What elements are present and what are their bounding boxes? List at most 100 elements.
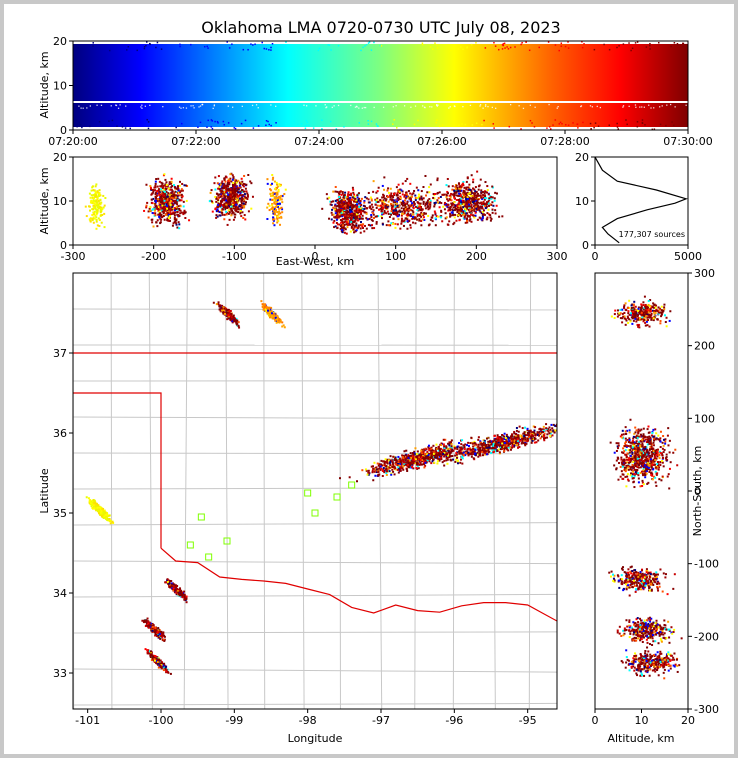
- source-point: [152, 225, 155, 228]
- source-point: [364, 196, 367, 199]
- source-point: [463, 194, 466, 197]
- source-point: [218, 186, 221, 189]
- source-point: [184, 599, 187, 602]
- source-point: [210, 119, 213, 121]
- source-point: [169, 194, 172, 197]
- source-point: [224, 311, 227, 314]
- source-point: [156, 628, 159, 631]
- source-point: [443, 193, 446, 196]
- source-point: [308, 124, 310, 127]
- source-point: [355, 222, 358, 225]
- source-point: [486, 212, 489, 215]
- source-point: [481, 123, 483, 126]
- source-point: [245, 190, 248, 193]
- source-point: [168, 219, 171, 222]
- source-point: [464, 200, 467, 203]
- source-point: [439, 195, 442, 198]
- source-point: [387, 224, 390, 227]
- source-gap-point: [628, 105, 630, 108]
- source-gap-point: [674, 106, 676, 108]
- source-point: [464, 210, 467, 213]
- source-gap-point: [462, 105, 464, 108]
- source-point: [268, 311, 271, 314]
- source-point: [345, 221, 348, 224]
- source-point: [219, 189, 222, 192]
- source-point: [355, 205, 358, 208]
- source-point: [197, 126, 199, 128]
- source-point: [560, 45, 563, 48]
- source-point: [561, 122, 563, 125]
- source-point: [413, 202, 416, 205]
- source-point: [180, 193, 183, 196]
- source-point: [225, 199, 228, 202]
- source-point: [312, 127, 315, 129]
- source-point: [329, 120, 332, 123]
- source-point: [350, 220, 353, 223]
- source-point: [494, 212, 497, 215]
- source-point: [229, 309, 232, 312]
- source-point: [282, 324, 285, 327]
- source-point: [417, 205, 420, 208]
- histogram-y-tick-label: 0: [582, 239, 589, 252]
- source-point: [390, 222, 393, 225]
- source-point: [426, 206, 429, 209]
- source-point: [437, 215, 440, 218]
- source-point: [414, 194, 417, 197]
- source-point: [148, 650, 151, 653]
- source-point: [466, 197, 469, 200]
- source-point: [229, 187, 232, 190]
- source-point: [531, 122, 533, 124]
- source-point: [233, 178, 236, 181]
- source-point: [343, 126, 345, 128]
- source-point: [176, 191, 179, 194]
- source-point: [423, 212, 426, 215]
- source-point: [455, 184, 458, 187]
- source-point: [273, 316, 276, 319]
- source-point: [451, 208, 454, 211]
- time-altitude-x-tick-label: 07:28:00: [540, 135, 589, 148]
- source-point: [93, 202, 96, 205]
- source-point: [270, 314, 273, 317]
- source-point: [344, 220, 347, 223]
- source-point: [162, 194, 165, 197]
- source-point: [173, 583, 176, 586]
- source-point: [493, 197, 496, 200]
- source-point: [155, 662, 158, 665]
- source-point: [95, 504, 98, 507]
- source-point: [351, 198, 354, 201]
- source-point: [155, 658, 158, 661]
- source-point: [225, 314, 228, 317]
- source-point: [392, 192, 395, 195]
- source-point: [236, 198, 239, 201]
- source-point: [157, 189, 160, 192]
- source-point: [159, 206, 162, 209]
- source-point: [214, 188, 217, 191]
- source-point: [329, 203, 332, 206]
- source-point: [363, 224, 366, 227]
- source-point: [275, 201, 278, 204]
- source-point: [252, 127, 255, 129]
- source-point: [428, 191, 431, 194]
- source-point: [219, 204, 222, 207]
- source-point: [167, 583, 170, 586]
- source-point: [232, 176, 235, 179]
- source-point: [348, 206, 351, 209]
- source-point: [342, 194, 345, 197]
- source-point: [397, 213, 400, 216]
- source-point: [453, 201, 456, 204]
- source-point: [270, 194, 273, 197]
- source-point: [246, 194, 249, 197]
- source-point: [419, 206, 422, 209]
- source-point: [88, 500, 91, 503]
- source-point: [144, 620, 147, 623]
- source-point: [185, 601, 188, 604]
- source-point: [676, 42, 679, 45]
- source-point: [228, 211, 231, 214]
- time-altitude-x-tick: 07:30:00: [663, 130, 713, 148]
- source-point: [229, 173, 232, 176]
- source-point: [147, 621, 150, 624]
- source-point: [372, 209, 375, 212]
- source-point: [226, 206, 229, 209]
- source-point: [365, 211, 368, 214]
- source-point: [449, 209, 452, 212]
